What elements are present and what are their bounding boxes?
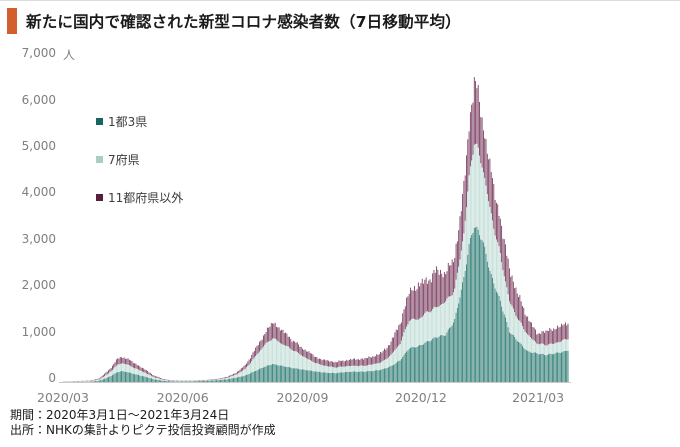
- legend-swatch: [96, 117, 103, 125]
- legend-label: 7府県: [108, 152, 140, 167]
- y-tick: 0: [48, 371, 56, 385]
- y-tick: 5,000: [21, 139, 56, 153]
- y-tick: 4,000: [21, 185, 56, 200]
- page-title: 新たに国内で確認された新型コロナ感染者数（7日移動平均）: [26, 13, 461, 31]
- legend-item: 1都3県: [96, 114, 183, 129]
- title-accent-bar: [7, 8, 17, 34]
- legend-item: 11都府県以外: [96, 190, 184, 205]
- x-tick: 2020/09: [276, 390, 329, 405]
- x-tick: 2021/03: [512, 390, 565, 405]
- y-axis-unit: 人: [63, 48, 76, 62]
- y-tick: 3,000: [21, 231, 56, 246]
- legend-swatch: [96, 155, 103, 163]
- x-tick: 2020/03: [37, 390, 89, 405]
- legend-item: 7府県: [96, 152, 183, 167]
- footer-period: 期間：2020年3月1日～2021年3月24日: [10, 408, 230, 422]
- x-axis-line: [59, 382, 571, 383]
- legend: 1都3県 7府県 11都府県以外: [96, 115, 183, 229]
- footer-source: 出所：NHKの集計よりピクテ投信投資顧問が作成: [10, 423, 276, 437]
- legend-label: 11都府県以外: [108, 190, 184, 205]
- legend-label: 1都3県: [108, 114, 148, 129]
- footer: 期間：2020年3月1日～2021年3月24日 出所：NHKの集計よりピクテ投信…: [10, 408, 276, 438]
- y-tick: 6,000: [21, 92, 56, 107]
- y-tick: 1,000: [21, 324, 56, 339]
- legend-swatch: [96, 193, 103, 201]
- y-tick: 7,000: [21, 46, 56, 61]
- x-tick: 2020/06: [156, 390, 209, 405]
- x-tick: 2020/12: [394, 390, 447, 405]
- y-tick: 2,000: [21, 278, 56, 293]
- y-axis: 0 1,000 2,000 3,000 4,000 5,000 6,000 7,000: [0, 1, 56, 401]
